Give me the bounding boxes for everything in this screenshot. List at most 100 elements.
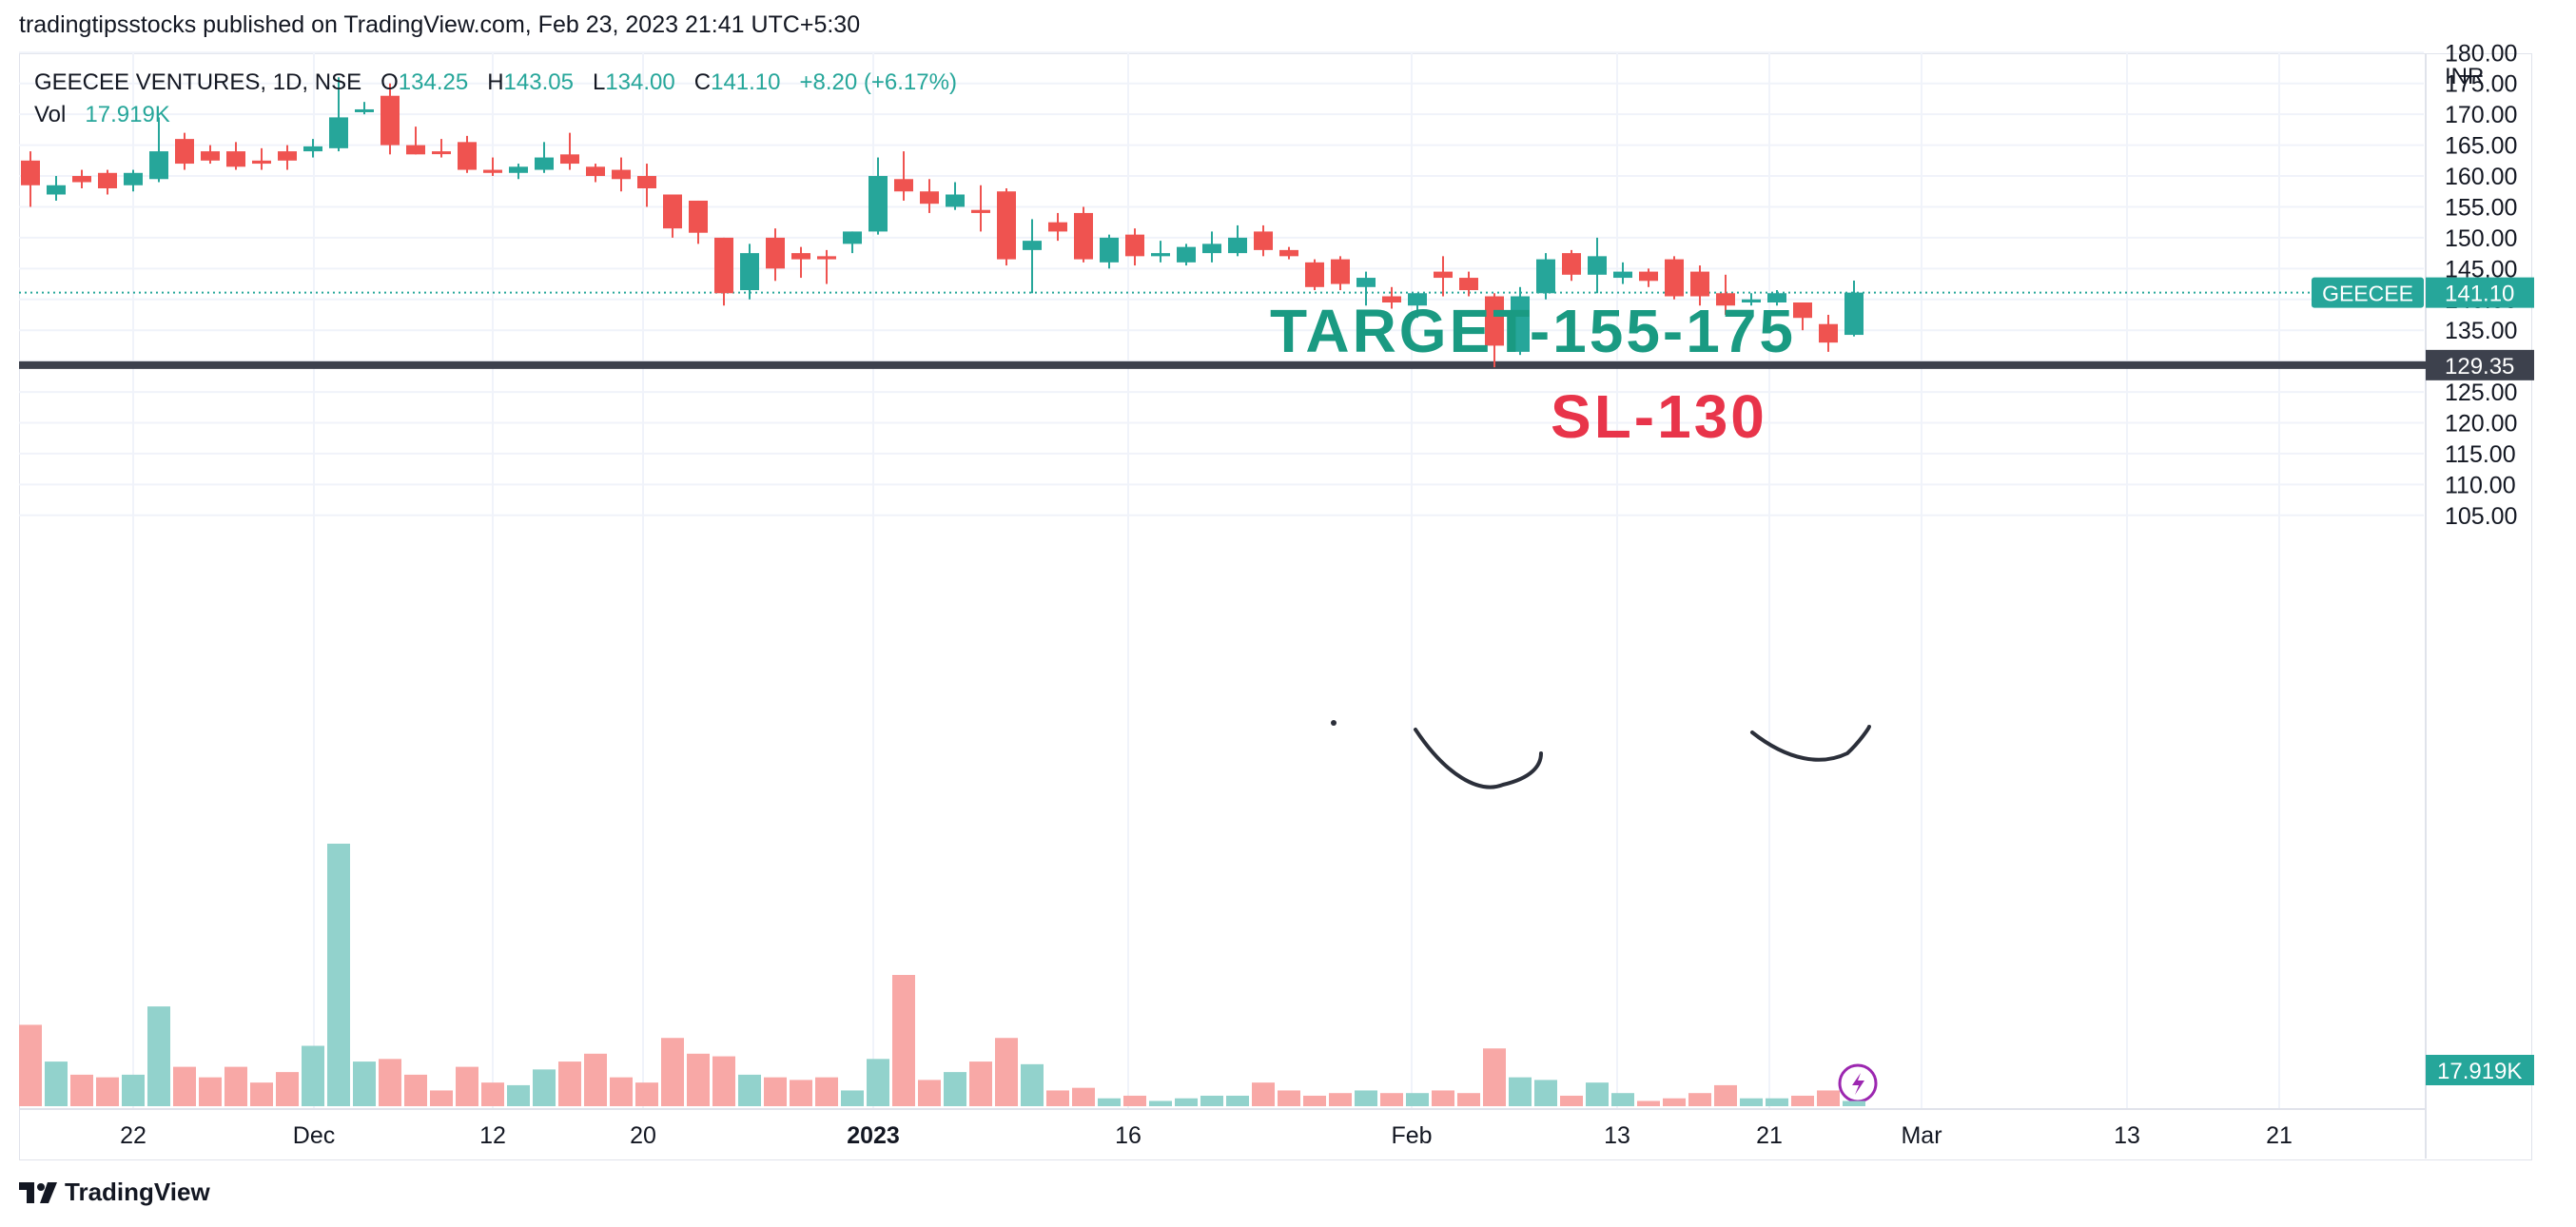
candle-body (1048, 222, 1067, 232)
price-candles (21, 77, 1864, 368)
low-label: L (592, 69, 606, 95)
candle-body (72, 176, 91, 183)
candle-body (458, 142, 477, 170)
candle-body (1331, 259, 1350, 284)
candle-body (1485, 296, 1504, 346)
lightning-bolt (1852, 1073, 1864, 1095)
candle-body (1742, 299, 1761, 303)
volume-bar (687, 1053, 710, 1106)
hand-drawn-curve-2 (1750, 725, 1871, 762)
x-tick-label: Feb (1391, 1122, 1432, 1149)
open-value: 134.25 (398, 69, 469, 95)
high-value: 143.05 (503, 69, 574, 95)
candle-body (612, 169, 631, 180)
volume-tag (2426, 1055, 2534, 1085)
candle-body (1202, 243, 1221, 254)
volume-bar (1149, 1100, 1172, 1106)
tradingview-footer[interactable]: TradingView (19, 1178, 210, 1207)
volume-bar (250, 1082, 273, 1106)
x-tick-label: 21 (1756, 1122, 1783, 1149)
support-tag (2426, 349, 2534, 380)
candle-body (1434, 271, 1453, 279)
candle-body (1382, 296, 1401, 303)
volume-bar (1688, 1093, 1711, 1106)
candle-body (1767, 293, 1786, 303)
y-tick-label: 125.00 (2445, 380, 2517, 406)
candle-body (329, 117, 348, 148)
x-tick-label: 13 (2114, 1122, 2140, 1149)
candle-body (1100, 237, 1119, 263)
x-tick-label: 20 (630, 1122, 656, 1149)
volume-bar (635, 1082, 658, 1106)
candle-body (1151, 253, 1170, 257)
volume-bar (867, 1059, 889, 1106)
volume-bar (173, 1066, 196, 1106)
volume-bar (1791, 1095, 1814, 1106)
volume-bar (379, 1059, 401, 1106)
volume-bar (430, 1090, 453, 1106)
volume-bar (1740, 1098, 1763, 1106)
volume-bar (1611, 1093, 1634, 1106)
low-value: 134.00 (605, 69, 675, 95)
y-tick-label: 170.00 (2445, 102, 2517, 128)
candle-body (663, 194, 682, 229)
volume-bar (1380, 1093, 1403, 1106)
support-value: 129.35 (2445, 354, 2514, 380)
candle-body (1536, 259, 1555, 294)
candle-body (1844, 292, 1864, 336)
volume-bar (1278, 1090, 1300, 1106)
candle-body (894, 179, 913, 192)
volume-bar (1483, 1048, 1506, 1106)
candle-body (791, 253, 810, 260)
y-tick-label: 155.00 (2445, 194, 2517, 221)
volume-value: 17.919K (85, 102, 170, 127)
candle-body (817, 256, 836, 260)
symbol-tag-label: GEECEE (2322, 282, 2413, 306)
candle-body (432, 151, 451, 155)
candle-body (201, 151, 220, 161)
volume-bar (738, 1074, 761, 1106)
volume-bar (1509, 1077, 1532, 1106)
candle-body (868, 176, 888, 232)
candle-body (1639, 271, 1658, 282)
candle-body (997, 191, 1016, 260)
candle-body (381, 95, 400, 146)
volume-bar (19, 1024, 42, 1106)
y-tick-label: 160.00 (2445, 164, 2517, 190)
volume-bar (1252, 1082, 1275, 1106)
volume-bar (1457, 1093, 1480, 1106)
volume-bar (1586, 1082, 1609, 1106)
ohlc-row: GEECEE VENTURES, 1D, NSE O134.25 H143.05… (34, 67, 957, 99)
candle-body (483, 169, 502, 173)
publisher-line: tradingtipsstocks published on TradingVi… (19, 11, 861, 38)
candle-body (766, 237, 785, 269)
y-tick-label: 120.00 (2445, 410, 2517, 437)
change-value: +8.20 (+6.17%) (799, 69, 957, 95)
volume-bar (353, 1061, 376, 1106)
candle-body (1279, 249, 1298, 257)
candle-body (1125, 234, 1144, 257)
volume-bar (1766, 1098, 1788, 1106)
volume-bar (1046, 1090, 1069, 1106)
candle-body (47, 185, 66, 195)
symbol-tag (2312, 277, 2424, 308)
candle-body (1177, 246, 1196, 263)
x-tick-label: Mar (1901, 1122, 1942, 1149)
volume-bar (404, 1074, 427, 1106)
volume-bar (1123, 1095, 1146, 1106)
candle-body (278, 151, 297, 161)
volume-bar (661, 1038, 684, 1106)
candle-body (1690, 271, 1709, 297)
target-annotation: TARGET-155-175 (1270, 297, 1796, 365)
volume-bar (1072, 1087, 1095, 1106)
candle-body (560, 154, 579, 165)
candle-body (1254, 231, 1273, 250)
chart-frame[interactable] (19, 53, 2532, 1160)
candle-body (175, 139, 194, 165)
volume-bar (1303, 1095, 1326, 1106)
volume-bar (45, 1061, 68, 1106)
volume-bar (327, 844, 350, 1106)
candle-body (509, 166, 528, 173)
candle-body (1716, 293, 1735, 306)
